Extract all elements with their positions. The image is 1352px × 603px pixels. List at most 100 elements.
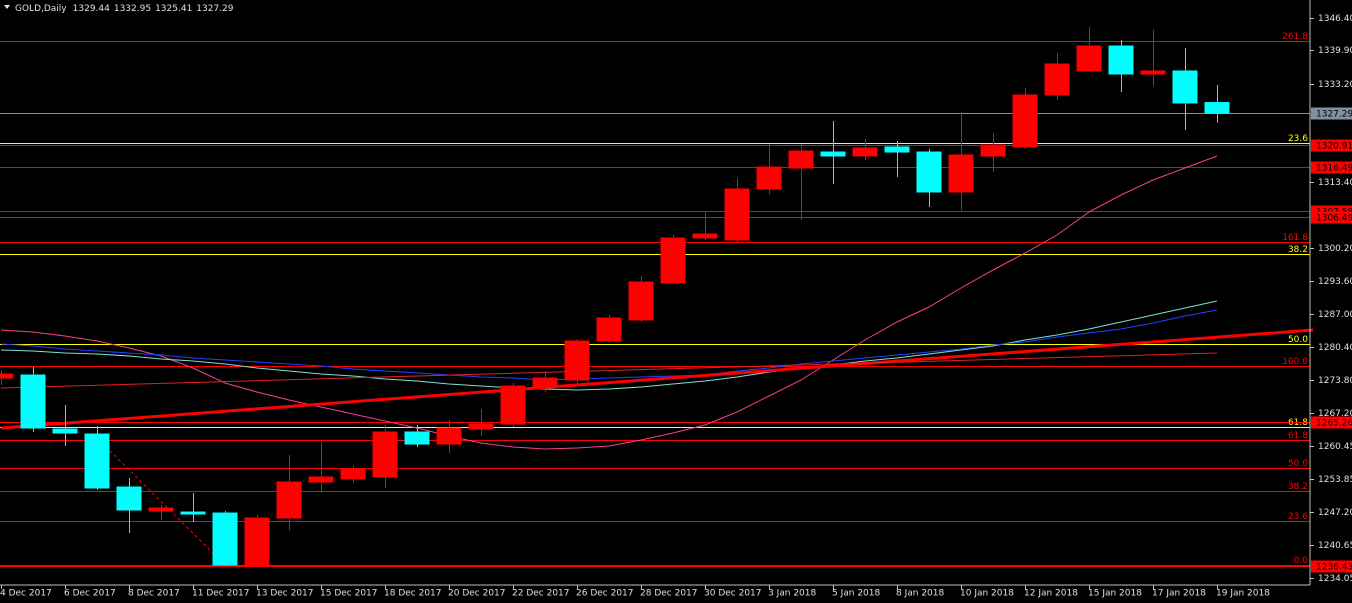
level-tag: 0.0 xyxy=(1294,556,1309,566)
price-box xyxy=(1311,139,1352,152)
y-tick-label: 1346.40 xyxy=(1318,14,1352,24)
price-box-label: 1316.49 xyxy=(1316,164,1352,174)
open-value: 1329.44 xyxy=(73,4,110,14)
candle-body xyxy=(532,377,558,388)
y-tick-label: 1260.45 xyxy=(1318,442,1352,452)
candle-body xyxy=(628,281,654,321)
level-tag: 23.6 xyxy=(1288,134,1308,144)
candle-body xyxy=(212,512,238,566)
high-value: 1332.95 xyxy=(114,4,151,14)
price-box-label: 1265.26 xyxy=(1316,419,1352,429)
price-box xyxy=(1311,211,1352,224)
candle-body xyxy=(884,146,910,153)
price-box xyxy=(1311,107,1352,120)
x-tick-label: 15 Jan 2018 xyxy=(1088,589,1142,599)
candle-body xyxy=(404,431,430,445)
moving-average xyxy=(0,300,1218,391)
level-tag: 61.8 xyxy=(1288,431,1308,441)
candle-body xyxy=(148,507,174,512)
candle-body xyxy=(916,151,942,193)
header: GOLD,Daily 1329.44 1332.95 1325.41 1327.29 xyxy=(4,4,234,14)
candle-body xyxy=(788,150,814,169)
x-tick-label: 8 Dec 2017 xyxy=(128,589,180,599)
candle-body xyxy=(1108,45,1134,75)
x-tick-label: 20 Dec 2017 xyxy=(448,589,506,599)
candle-body xyxy=(308,476,334,483)
candle-body xyxy=(820,151,846,157)
x-tick-label: 30 Dec 2017 xyxy=(704,589,762,599)
candle-body xyxy=(1140,70,1166,75)
y-tick-label: 1313.40 xyxy=(1318,178,1352,188)
x-tick-label: 15 Dec 2017 xyxy=(320,589,378,599)
x-tick-label: 12 Jan 2018 xyxy=(1024,589,1078,599)
candle-body xyxy=(756,166,782,190)
close-value: 1327.29 xyxy=(196,4,233,14)
level-tag: 161.8 xyxy=(1282,233,1308,243)
candle-body xyxy=(0,373,14,379)
candle-body xyxy=(116,486,142,511)
menu-icon[interactable] xyxy=(4,5,10,9)
level-tag: 38.2 xyxy=(1288,245,1308,255)
candle-body xyxy=(1076,45,1102,72)
candle-body xyxy=(948,154,974,193)
y-tick-label: 1273.80 xyxy=(1318,376,1352,386)
candle-body xyxy=(692,233,718,239)
candle-body xyxy=(596,317,622,342)
price-box xyxy=(1311,560,1352,573)
y-tick-label: 1333.20 xyxy=(1318,80,1352,90)
candle-body xyxy=(20,374,46,429)
candle-body xyxy=(372,431,398,478)
price-box-label: 1306.49 xyxy=(1316,214,1352,224)
x-tick-label: 3 Jan 2018 xyxy=(768,589,816,599)
y-tick-label: 1300.20 xyxy=(1318,244,1352,254)
y-tick-label: 1293.60 xyxy=(1318,277,1352,287)
level-tag: 50.0 xyxy=(1288,459,1308,469)
price-box-label: 1236.43 xyxy=(1316,563,1352,573)
y-tick-label: 1247.20 xyxy=(1318,508,1352,518)
y-tick-label: 1234.05 xyxy=(1318,574,1352,584)
moving-average xyxy=(0,309,1218,381)
y-tick-label: 1280.40 xyxy=(1318,343,1352,353)
y-tick-label: 1287.00 xyxy=(1318,310,1352,320)
x-tick-label: 19 Jan 2018 xyxy=(1216,589,1270,599)
candle-body xyxy=(244,517,270,567)
symbol: GOLD,Daily xyxy=(15,4,67,14)
candle-body xyxy=(84,433,110,489)
candles xyxy=(0,27,1230,568)
candle-body xyxy=(852,147,878,157)
candle-body xyxy=(724,188,750,241)
trendline xyxy=(0,352,1218,389)
level-tag: 50.0 xyxy=(1288,335,1308,345)
candle-body xyxy=(1044,63,1070,96)
candle-body xyxy=(500,385,526,425)
x-tick-label: 8 Jan 2018 xyxy=(896,589,944,599)
x-tick-label: 18 Dec 2017 xyxy=(384,589,442,599)
candle-body xyxy=(1172,70,1198,104)
x-tick-label: 11 Dec 2017 xyxy=(192,589,250,599)
candle-body xyxy=(564,340,590,381)
price-box-label: 1327.29 xyxy=(1316,110,1352,120)
x-tick-label: 17 Jan 2018 xyxy=(1152,589,1206,599)
level-tag: 23.6 xyxy=(1288,512,1308,522)
candle-body xyxy=(660,237,686,284)
candle-body xyxy=(1204,102,1230,114)
price-box xyxy=(1311,416,1352,429)
level-tag: 100.0 xyxy=(1282,357,1308,367)
x-tick-label: 4 Dec 2017 xyxy=(0,589,52,599)
candle-body xyxy=(52,428,78,434)
x-tick-label: 28 Dec 2017 xyxy=(640,589,698,599)
x-tick-label: 6 Dec 2017 xyxy=(64,589,116,599)
low-value: 1325.41 xyxy=(155,4,192,14)
candle-body xyxy=(468,423,494,430)
candle-body xyxy=(340,468,366,480)
candle-body xyxy=(180,511,206,515)
level-tag: 38.2 xyxy=(1288,482,1308,492)
x-tick-label: 5 Jan 2018 xyxy=(832,589,880,599)
levels: 261.823.6161.838.250.0100.061.861.850.03… xyxy=(0,32,1310,567)
level-tag: 261.8 xyxy=(1282,32,1308,42)
trendline xyxy=(0,328,1314,430)
y-tick-label: 1339.90 xyxy=(1318,46,1352,56)
trendline xyxy=(96,437,226,566)
